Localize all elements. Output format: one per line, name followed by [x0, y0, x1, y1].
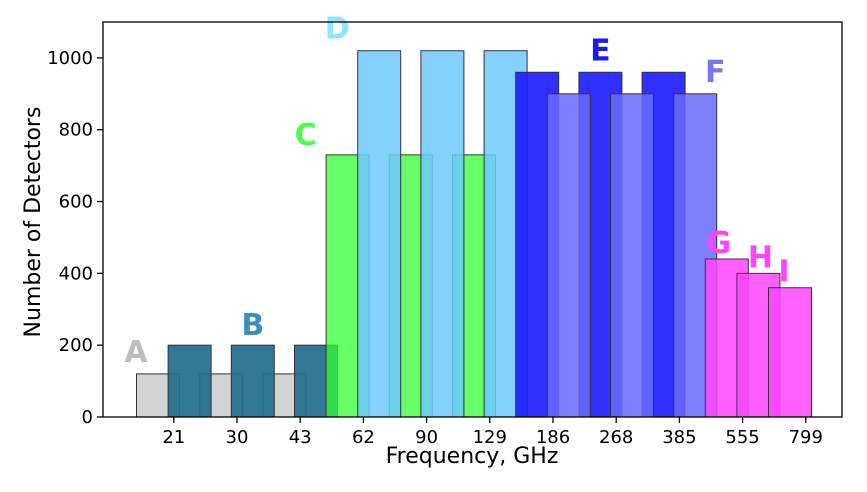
y-axis: 0 200 400 600 800 1000	[47, 48, 103, 428]
series-label-e: E	[590, 33, 611, 68]
series-label-i: I	[778, 255, 789, 290]
x-tick-label: 30	[226, 427, 249, 448]
x-tick-label: 62	[352, 427, 375, 448]
series-label-c: C	[295, 118, 317, 153]
bar-i-1	[768, 287, 812, 418]
plot-frame	[102, 21, 843, 418]
bar-b-2	[230, 344, 275, 418]
series-label-f: F	[705, 55, 726, 90]
y-tick-label: 600	[59, 192, 93, 213]
y-tick-label: 800	[59, 120, 93, 141]
bar-f-2	[610, 93, 654, 418]
x-tick-label: 555	[725, 427, 759, 448]
x-tick-label: 43	[289, 427, 312, 448]
y-tick-label: 200	[59, 335, 93, 356]
bar-d-1	[357, 50, 402, 418]
bars-layer	[136, 50, 812, 418]
x-tick-label: 268	[599, 427, 633, 448]
bar-b-1	[167, 344, 212, 418]
series-label-b: B	[241, 308, 264, 343]
y-axis-label: Number of Detectors	[21, 107, 46, 338]
x-tick-label: 21	[162, 427, 185, 448]
series-label-g: G	[706, 226, 731, 261]
x-tick-label: 90	[415, 427, 438, 448]
series-labels-layer: A B C D E F G H I	[124, 12, 789, 370]
x-tick-label: 129	[473, 427, 507, 448]
y-tick-label: 1000	[47, 48, 93, 69]
bar-f-1	[546, 93, 591, 418]
x-axis-label: Frequency, GHz	[386, 444, 559, 469]
series-label-a: A	[124, 335, 148, 370]
bar-d-2	[420, 50, 465, 418]
series-label-h: H	[748, 240, 773, 275]
x-tick-label: 385	[662, 427, 696, 448]
y-tick-label: 0	[82, 407, 93, 428]
x-tick-label: 186	[536, 427, 570, 448]
series-label-d: D	[325, 12, 350, 47]
x-axis: 21 30 43 62 90 129 186 268 385 555 799	[162, 417, 823, 448]
y-tick-label: 400	[59, 263, 93, 284]
x-tick-label: 799	[789, 427, 823, 448]
